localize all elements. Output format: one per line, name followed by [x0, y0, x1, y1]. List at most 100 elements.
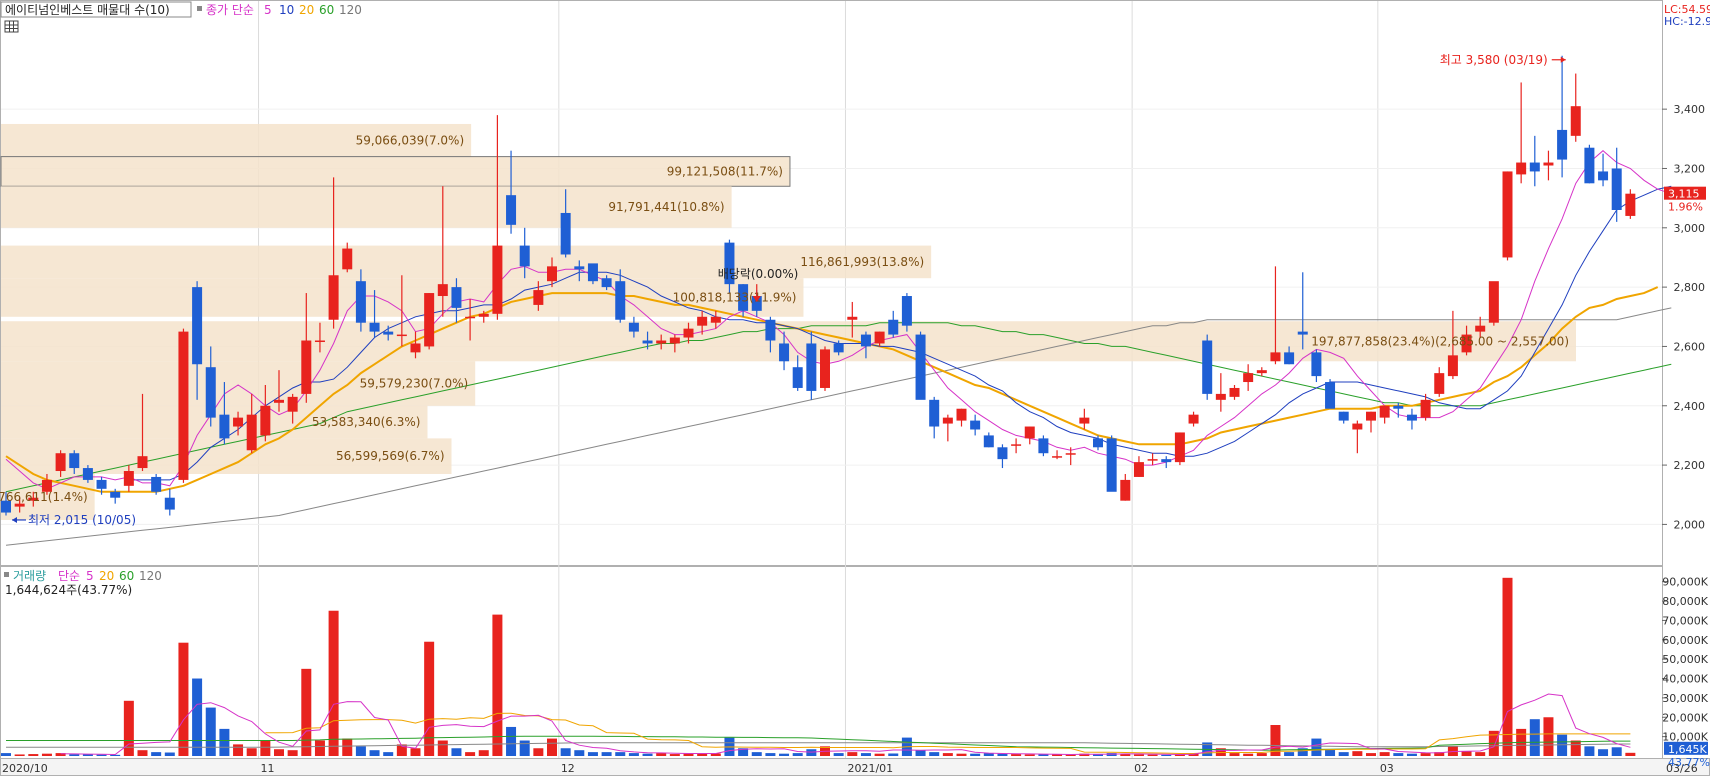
volume-label: 거래량 [13, 569, 46, 583]
volume-bar [997, 753, 1008, 756]
volume-ma-lines [6, 693, 1631, 756]
volume-bar [246, 748, 257, 756]
volume-y-tick-label: 60,000K [1662, 634, 1708, 647]
candle [615, 269, 626, 323]
volume-y-tick-label: 50,000K [1662, 653, 1708, 666]
volume-panel[interactable] [0, 566, 1663, 759]
volume-bar [110, 754, 121, 756]
volume-bar [369, 750, 380, 756]
candle [642, 331, 653, 350]
candle [656, 334, 667, 350]
candle [533, 281, 544, 311]
candle [983, 432, 994, 448]
volume-current: 1,644,624주(43.77%) [5, 583, 132, 597]
volume-bar [1284, 752, 1295, 756]
candle [396, 275, 407, 347]
candle [1625, 189, 1636, 219]
candle [192, 281, 203, 400]
candle [1393, 402, 1404, 418]
volume-bar [1038, 754, 1049, 756]
candle [69, 450, 80, 474]
volume-bar [860, 753, 871, 756]
current-volume-marker: 1,645K 43.77% [1664, 741, 1710, 769]
volume-ma120-line [6, 742, 1631, 748]
volume-bar [765, 753, 776, 756]
volume-bar [123, 700, 134, 756]
volume-bar [1529, 719, 1540, 756]
candle [301, 293, 312, 403]
volume-y-tick-label: 10,000K [1662, 731, 1708, 744]
candle [956, 408, 967, 427]
y-tick-label: 2,200 [1674, 459, 1706, 472]
volume-profile-label: 53,583,340(6.3%) [312, 415, 421, 429]
candle [860, 331, 871, 359]
volume-bar [1161, 754, 1172, 756]
candle [96, 476, 107, 495]
stock-title: 에이티넘인베스트 매물대 수(10) [5, 3, 170, 17]
candle [1584, 144, 1595, 184]
candle [1120, 473, 1131, 501]
volume-bar [1011, 754, 1022, 756]
volume-bar [1611, 747, 1622, 756]
candle [1161, 456, 1172, 469]
volume-bar [1311, 738, 1322, 756]
volume-bar [1, 753, 11, 756]
arrow-down-icon [752, 284, 761, 302]
candle [820, 346, 830, 391]
volume-bar [1052, 754, 1063, 756]
low-annotation: 최저 2,015 (10/05) [28, 513, 136, 527]
candle [847, 301, 858, 338]
candle [1325, 379, 1336, 409]
candle [738, 284, 749, 317]
volume-y-tick-label: 80,000K [1662, 595, 1708, 608]
x-tick-label: 03/26 [1666, 762, 1698, 775]
candle [328, 177, 339, 329]
candle [669, 334, 680, 353]
volume-bar [519, 740, 530, 756]
candle [410, 331, 421, 359]
volume-bar [942, 753, 953, 756]
volume-bar [792, 753, 803, 756]
volume-y-tick-label: 90,000K [1662, 576, 1708, 589]
volume-ma-period-5: 5 [86, 569, 94, 583]
table-icon[interactable] [4, 20, 19, 33]
x-tick-label: 02 [1134, 762, 1148, 775]
ma-label: 종가 단순 [206, 3, 254, 17]
candle [1420, 393, 1431, 421]
candle [1366, 411, 1376, 433]
volume-ma-period-60: 60 [119, 569, 134, 583]
candle [41, 473, 52, 495]
volume-bar [751, 752, 762, 756]
volume-bar [1461, 751, 1472, 756]
candle [164, 488, 175, 516]
stock-title-box[interactable] [0, 1, 192, 18]
volume-bar [1352, 751, 1363, 756]
candle [1147, 453, 1158, 466]
candle [55, 450, 66, 477]
candle [1488, 281, 1499, 326]
volume-bar [451, 748, 462, 756]
volume-profile-labels: 59,066,039(7.0%) 99,121,508(11.7%) 91,791,… [0, 133, 1569, 504]
candle [1447, 310, 1458, 380]
price-ma10-line [128, 185, 1672, 481]
candle [970, 414, 981, 436]
volume-y-tick-label: 70,000K [1662, 614, 1708, 627]
volume-bar [587, 752, 598, 756]
candle [806, 331, 817, 400]
volume-bar [506, 726, 517, 756]
candle [792, 355, 803, 391]
volume-profile-band [1, 361, 476, 406]
candle [1270, 266, 1281, 365]
volume-ma-label: 단순 [58, 569, 80, 583]
volume-bar [628, 753, 639, 756]
volume-bar [874, 753, 885, 756]
volume-bar [492, 614, 503, 756]
candle [28, 491, 39, 507]
y-tick-label: 2,400 [1674, 400, 1706, 413]
volume-bar [1475, 752, 1486, 756]
candle [287, 393, 298, 424]
candle [1256, 367, 1267, 377]
volume-bar [137, 750, 148, 756]
volume-bar [205, 707, 216, 756]
